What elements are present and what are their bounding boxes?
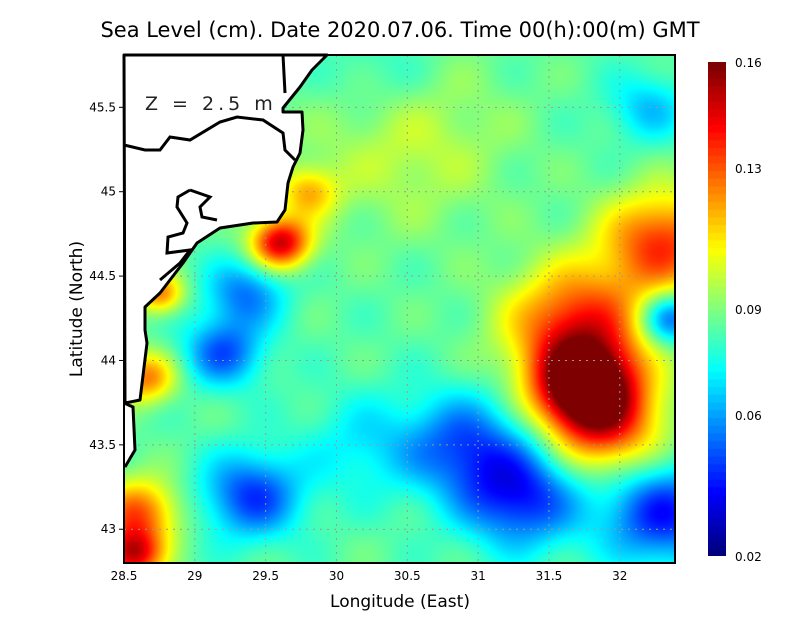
colorbar-tick-label: 0.06: [735, 409, 762, 423]
y-tick-label: 44.5: [89, 269, 116, 283]
colorbar-tick-label: 0.09: [735, 303, 762, 317]
x-tick-label: 29.5: [252, 569, 279, 583]
y-tick-label: 43.5: [89, 438, 116, 452]
y-axis-label: Latitude (North): [67, 241, 87, 377]
x-tick-label: 30: [329, 569, 344, 583]
x-axis-label: Longitude (East): [330, 592, 470, 612]
x-tick-label: 29: [187, 569, 202, 583]
chart-title: Sea Level (cm). Date 2020.07.06. Time 00…: [100, 18, 700, 42]
delta-branch: [159, 188, 194, 282]
x-tick-label: 31: [470, 569, 485, 583]
colorbar-tick-label: 0.16: [735, 56, 762, 70]
depth-annotation: Z = 2.5 m: [145, 93, 277, 115]
coastline-south: [123, 401, 137, 468]
colorbar: [708, 62, 726, 556]
colorbar-tick-label: 0.13: [735, 162, 762, 176]
land-mask: [122, 53, 329, 405]
north-coast: [281, 54, 287, 94]
x-tick-label: 28.5: [111, 569, 138, 583]
y-tick-label: 45.5: [89, 100, 116, 114]
x-tick-label: 30.5: [394, 569, 421, 583]
y-tick-label: 44: [101, 353, 116, 367]
lagoon-outline: [123, 115, 297, 162]
plot-frame: [123, 54, 676, 564]
y-tick-label: 43: [101, 522, 116, 536]
delta-outline: [189, 188, 218, 222]
y-tick-label: 45: [101, 185, 116, 199]
colorbar-tick-label: 0.02: [735, 550, 762, 564]
x-tick-label: 32: [612, 569, 627, 583]
x-tick-label: 31.5: [536, 569, 563, 583]
